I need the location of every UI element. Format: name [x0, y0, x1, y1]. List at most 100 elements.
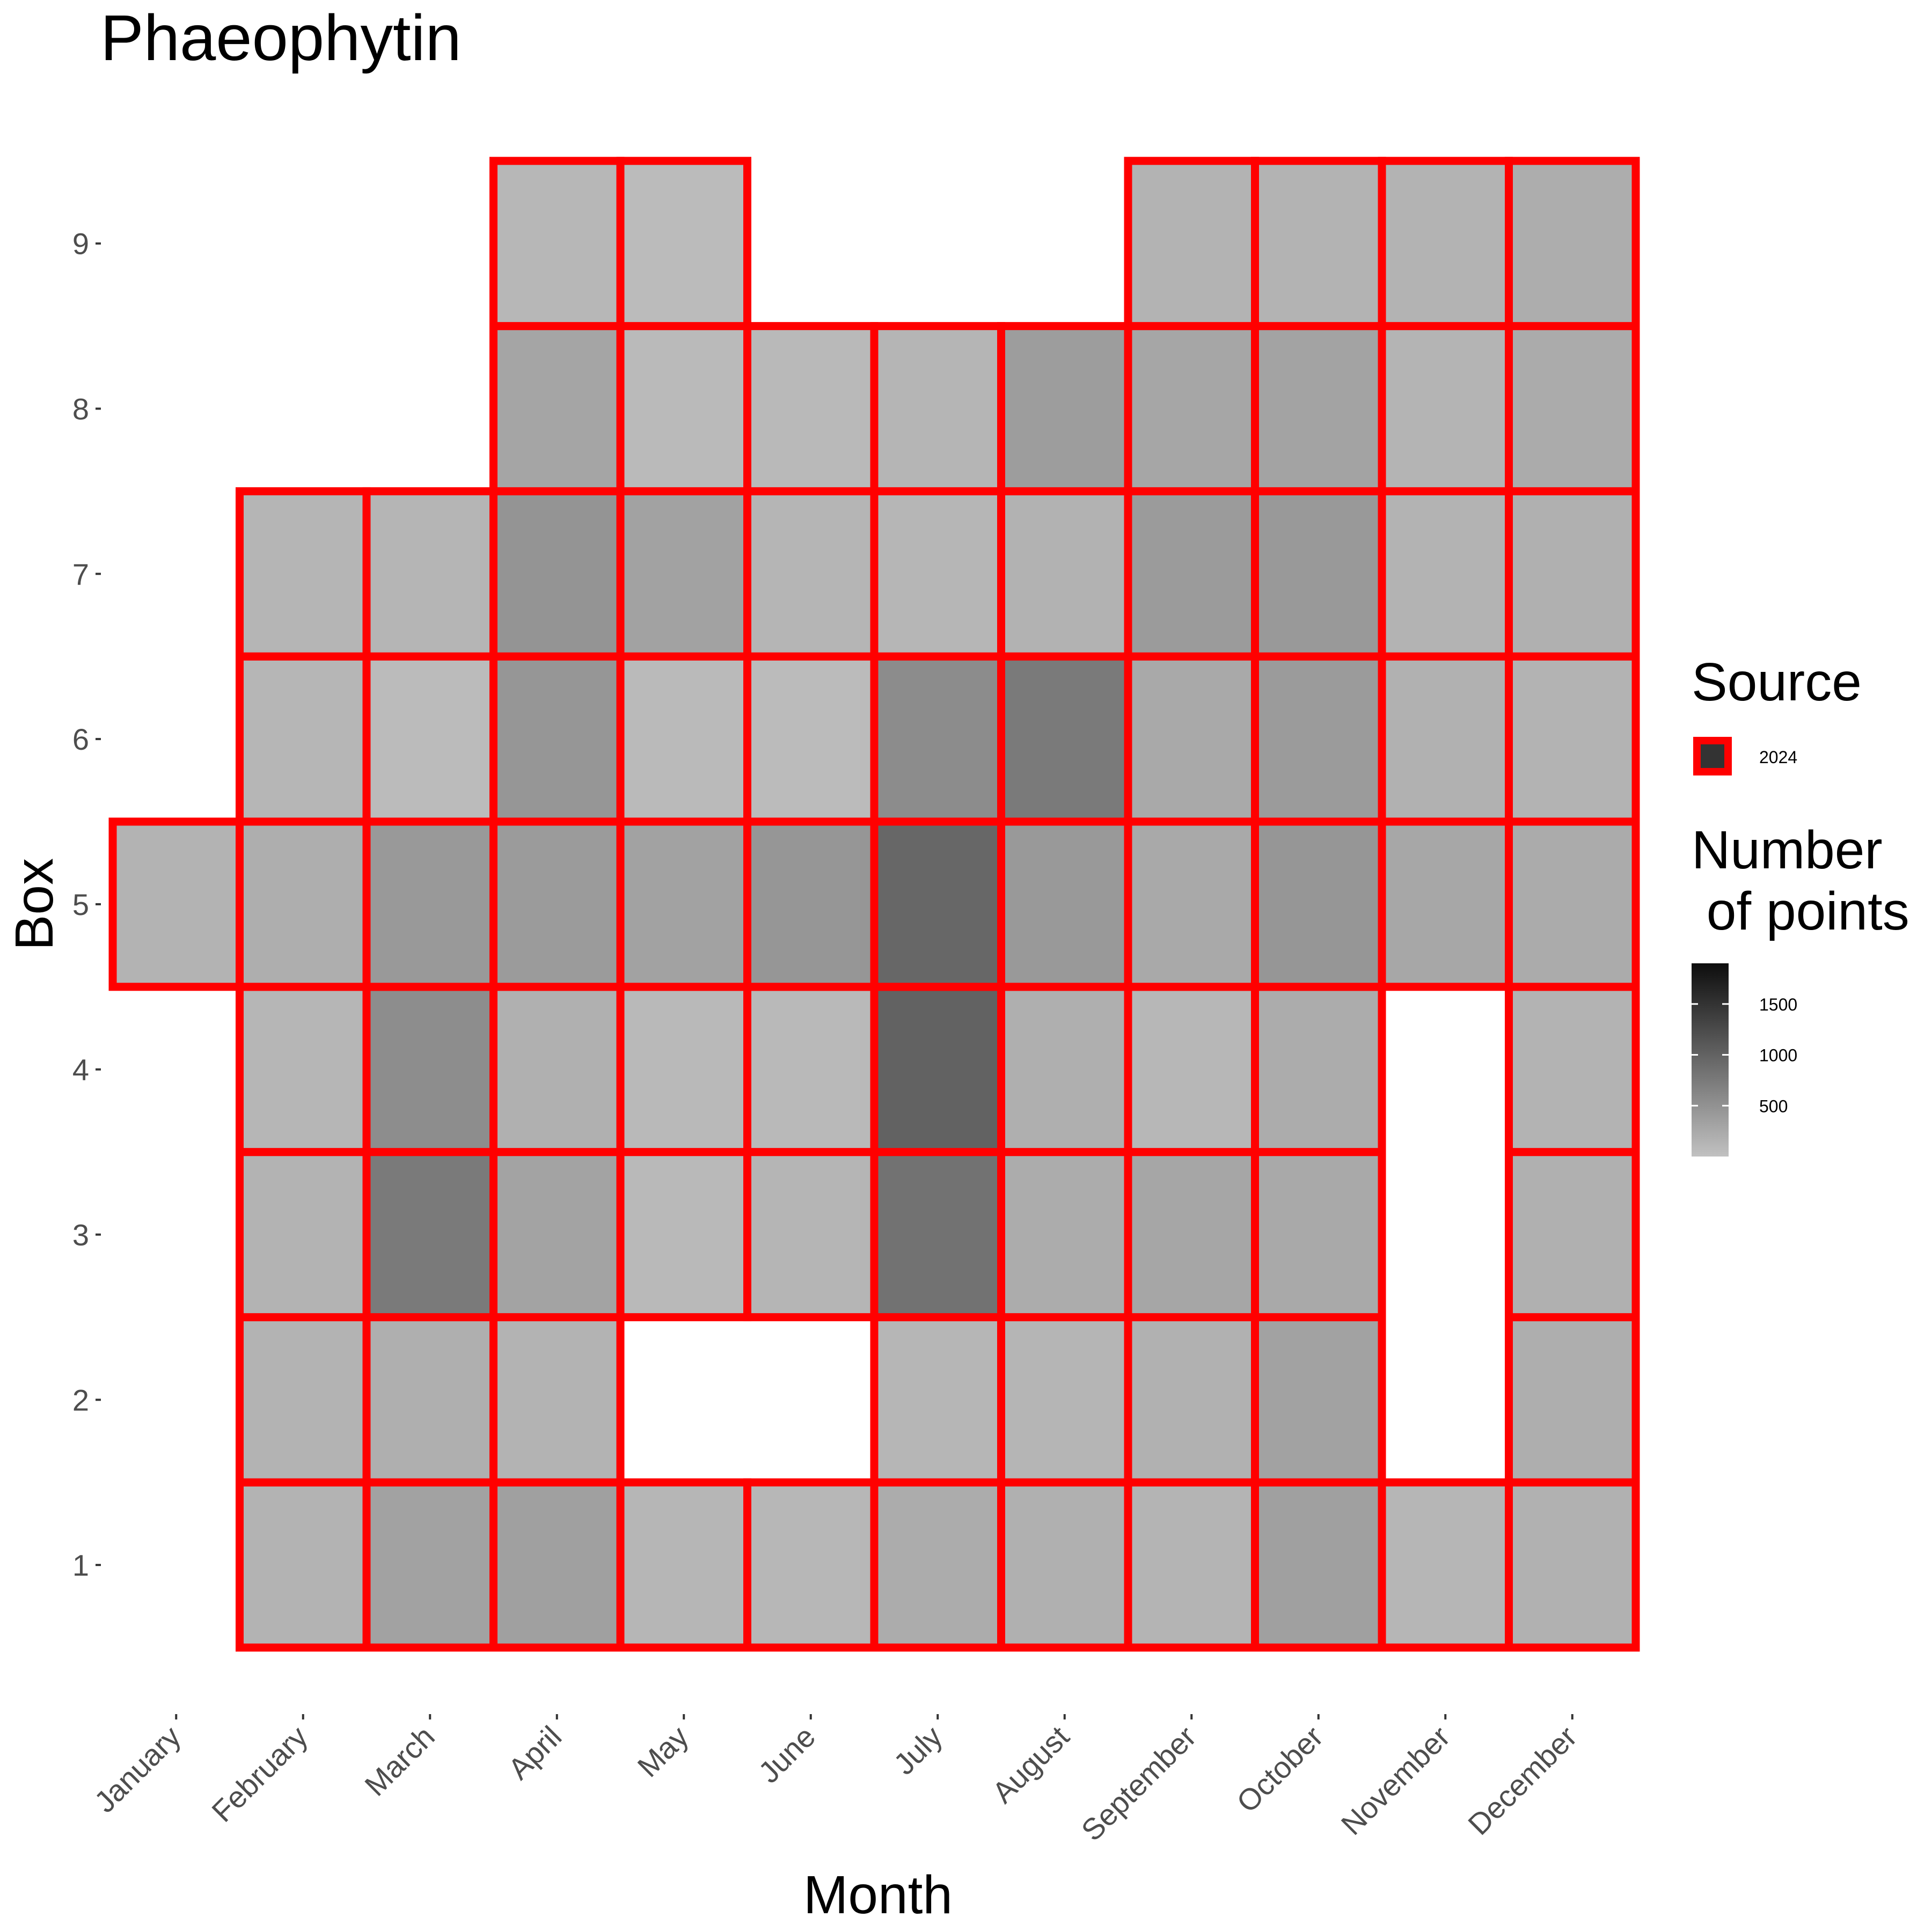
- heatmap-cell: [1124, 983, 1259, 1157]
- heatmap-cell: [236, 1148, 371, 1321]
- heatmap-cell: [743, 652, 879, 826]
- heatmap-cell: [1124, 1313, 1259, 1487]
- heatmap-cell: [997, 487, 1132, 661]
- heatmap-cell: [1378, 487, 1513, 661]
- legend-colorbar: [1692, 963, 1729, 1157]
- heatmap-cell: [1251, 1478, 1386, 1652]
- x-tick-label: April: [501, 1719, 568, 1786]
- heatmap-cell: [489, 817, 625, 991]
- chart-title: Phaeophytin: [100, 1, 462, 74]
- heatmap-cell: [616, 817, 751, 991]
- heatmap-cell: [108, 817, 244, 991]
- heatmap-cell: [1124, 817, 1259, 991]
- legend-source: Source 2024: [1692, 652, 1862, 775]
- heatmap-cell: [1378, 652, 1513, 826]
- x-tick-label: May: [631, 1719, 694, 1783]
- heatmap-cell: [1378, 1478, 1513, 1652]
- heatmap-cell: [236, 817, 371, 991]
- heatmap-cell: [1505, 322, 1640, 495]
- heatmap-cell: [997, 652, 1132, 826]
- heatmap-cell: [1505, 983, 1640, 1157]
- heatmap-cell: [236, 652, 371, 826]
- legend-source-title: Source: [1692, 652, 1862, 712]
- heatmap-cell: [489, 1313, 625, 1487]
- heatmap-cell: [362, 487, 497, 661]
- heatmap-cell: [743, 1478, 879, 1652]
- heatmap-cell: [616, 322, 751, 495]
- heatmap-cell: [616, 157, 751, 331]
- y-tick-label: 5: [72, 888, 89, 921]
- heatmap-cell: [1251, 1148, 1386, 1321]
- heatmap-cell: [489, 652, 625, 826]
- heatmap-cell: [1378, 817, 1513, 991]
- heatmap-cell: [1251, 817, 1386, 991]
- heatmap-cell: [489, 487, 625, 661]
- x-tick-label: October: [1230, 1719, 1329, 1819]
- heatmap-cell: [362, 1148, 497, 1321]
- heatmap-cell: [1251, 1313, 1386, 1487]
- legend-count-title-line1: Number: [1692, 820, 1883, 880]
- legend-source-label: 2024: [1759, 748, 1797, 767]
- y-tick-label: 9: [72, 227, 89, 261]
- heatmap-cell: [1251, 157, 1386, 331]
- heatmap-cell: [616, 1478, 751, 1652]
- heatmap-cell: [236, 1313, 371, 1487]
- heatmap-cell: [362, 1478, 497, 1652]
- x-axis-ticks: January February March April May June July Augu…: [87, 1714, 1583, 1847]
- heatmap-cell: [1124, 487, 1259, 661]
- heatmap-cell: [236, 487, 371, 661]
- heatmap-cell: [1124, 157, 1259, 331]
- legend-count: Number of points 1500 1000 500: [1692, 820, 1909, 1157]
- heatmap-cell: [997, 983, 1132, 1157]
- heatmap-cell: [1505, 817, 1640, 991]
- x-tick-label: March: [358, 1719, 441, 1803]
- heatmap-cell: [997, 817, 1132, 991]
- heatmap-cell: [870, 817, 1005, 991]
- heatmap-cell: [1251, 322, 1386, 495]
- heatmap-cell: [489, 157, 625, 331]
- heatmap-cell: [1505, 157, 1640, 331]
- heatmap-cell: [997, 322, 1132, 495]
- heatmap-cell: [489, 1148, 625, 1321]
- heatmap-cell: [870, 487, 1005, 661]
- x-tick-label: November: [1335, 1719, 1457, 1841]
- legend-count-title-line2: of points: [1692, 881, 1909, 941]
- heatmap-cell: [870, 322, 1005, 495]
- heatmap-cell: [362, 817, 497, 991]
- x-tick-label: February: [205, 1719, 314, 1828]
- heatmap-cell: [1251, 983, 1386, 1157]
- heatmap-cell: [489, 322, 625, 495]
- legend-source-swatch: [1693, 737, 1732, 775]
- y-tick-label: 1: [72, 1548, 89, 1582]
- heatmap-cell: [236, 983, 371, 1157]
- y-axis-title: Box: [4, 858, 64, 950]
- legend-colorbar-ticks: 1500 1000 500: [1692, 995, 1797, 1116]
- heatmap-cell: [870, 1478, 1005, 1652]
- heatmap-cell: [1505, 1313, 1640, 1487]
- heatmap-cells: [108, 157, 1640, 1652]
- heatmap-cell: [997, 1313, 1132, 1487]
- x-tick-label: August: [985, 1719, 1075, 1810]
- heatmap-cell: [743, 322, 879, 495]
- y-axis-ticks: 1 2 3 4 5 6 7 8 9: [72, 227, 101, 1582]
- heatmap-cell: [616, 652, 751, 826]
- heatmap-cell: [743, 983, 879, 1157]
- heatmap-cell: [489, 983, 625, 1157]
- heatmap-cell: [870, 983, 1005, 1157]
- heatmap-cell: [743, 487, 879, 661]
- heatmap-cell: [362, 1313, 497, 1487]
- x-axis-title: Month: [803, 1865, 953, 1925]
- y-tick-label: 3: [72, 1218, 89, 1252]
- heatmap-cell: [1251, 652, 1386, 826]
- heatmap-cell: [616, 487, 751, 661]
- heatmap-cell: [997, 1478, 1132, 1652]
- heatmap-cell: [1505, 1148, 1640, 1321]
- heatmap-cell: [870, 1313, 1005, 1487]
- heatmap-cell: [1505, 487, 1640, 661]
- heatmap-cell: [870, 1148, 1005, 1321]
- colorbar-tick-label: 1500: [1759, 995, 1797, 1014]
- heatmap-cell: [236, 1478, 371, 1652]
- x-tick-label: December: [1461, 1719, 1583, 1841]
- heatmap-cell: [489, 1478, 625, 1652]
